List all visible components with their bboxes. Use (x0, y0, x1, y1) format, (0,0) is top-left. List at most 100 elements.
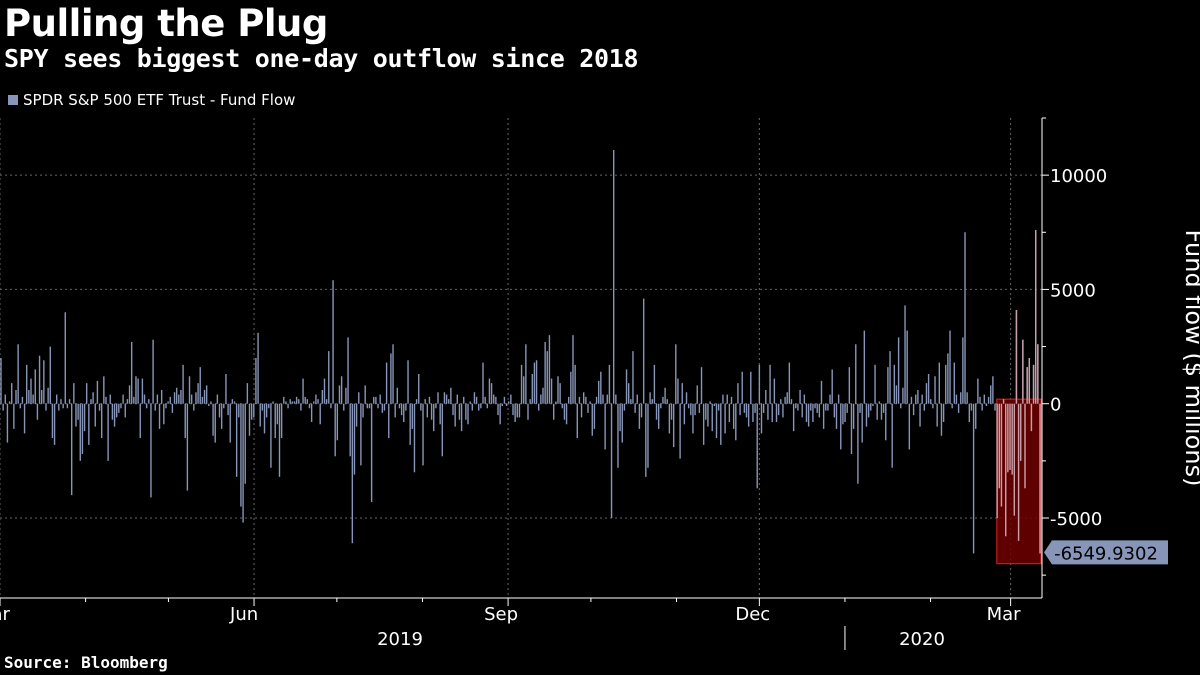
bar (698, 403, 701, 413)
bar (385, 362, 388, 404)
bar (73, 383, 75, 404)
bar (238, 403, 240, 418)
highlighted-bar (1000, 403, 1003, 507)
highlighted-bar (1013, 403, 1015, 516)
bar (810, 403, 812, 411)
highlighted-bar (1028, 358, 1030, 404)
bar (906, 330, 908, 404)
bar (308, 403, 311, 409)
bar (732, 403, 735, 429)
bar (450, 387, 452, 404)
bar (45, 403, 47, 411)
highlight-group (996, 230, 1042, 565)
bar (503, 396, 506, 404)
bar (244, 403, 246, 484)
bar (407, 360, 409, 404)
bar (512, 403, 514, 416)
bar (400, 403, 403, 416)
bar (448, 399, 450, 404)
bar (792, 403, 795, 432)
bar (126, 399, 129, 404)
bar (242, 403, 244, 523)
bar (411, 403, 414, 429)
bar (833, 403, 836, 418)
bar (814, 403, 816, 409)
bar (960, 392, 962, 404)
last-value-label: -6549.9302 (1054, 543, 1158, 564)
bar (707, 403, 709, 427)
highlighted-bar (1020, 403, 1022, 461)
bar (497, 403, 499, 416)
bar (111, 403, 114, 420)
bar (767, 403, 769, 420)
bar (332, 280, 334, 404)
bar (302, 378, 304, 404)
bar (317, 399, 319, 404)
bar (752, 403, 754, 422)
bar (283, 396, 285, 404)
bar (139, 403, 141, 438)
bar (163, 403, 165, 425)
bar (525, 344, 527, 404)
bar (486, 403, 488, 409)
bar (887, 367, 889, 404)
bar (891, 403, 893, 468)
bar (330, 403, 332, 409)
bar (523, 376, 525, 404)
bar (270, 403, 272, 468)
bar (88, 403, 90, 445)
bar (148, 399, 150, 404)
bar (85, 383, 88, 404)
bar (505, 403, 508, 406)
bar (98, 403, 101, 411)
bar (987, 396, 990, 404)
bar (220, 403, 223, 429)
bar (803, 394, 806, 404)
bar (23, 403, 26, 434)
bar (107, 403, 109, 461)
bar (175, 387, 178, 404)
bar (223, 403, 225, 409)
bar (709, 401, 711, 404)
bar (60, 399, 62, 404)
bar (276, 403, 279, 425)
bar (145, 403, 148, 409)
bar (340, 376, 343, 404)
bar (143, 394, 146, 404)
bar (435, 403, 437, 409)
bar (0, 358, 2, 404)
bar (394, 403, 396, 418)
legend-swatch (8, 95, 18, 105)
bar (925, 383, 928, 404)
bar (990, 385, 992, 404)
highlighted-bar (996, 403, 998, 518)
bar (171, 403, 174, 413)
bar (349, 403, 351, 457)
bar (805, 403, 808, 422)
bar (945, 364, 947, 404)
bar (366, 403, 369, 409)
bar (300, 403, 302, 411)
bar (248, 403, 251, 436)
bar (542, 387, 544, 404)
bar (570, 371, 572, 404)
bar (34, 369, 36, 404)
bar (878, 401, 881, 404)
highlighted-bar (1009, 403, 1011, 470)
bar (122, 394, 124, 404)
bar (473, 392, 476, 404)
bar (293, 401, 296, 404)
highlighted-bar (1005, 403, 1007, 537)
bar (295, 396, 298, 404)
bar (827, 403, 829, 411)
bar (617, 403, 619, 468)
year-label-2019: 2019 (377, 629, 423, 650)
bar (951, 403, 953, 409)
bar (679, 403, 681, 459)
bar (762, 403, 765, 413)
bar (544, 342, 546, 404)
bar (775, 403, 778, 422)
bar (306, 399, 309, 404)
bar (919, 403, 921, 427)
bar (109, 394, 111, 404)
